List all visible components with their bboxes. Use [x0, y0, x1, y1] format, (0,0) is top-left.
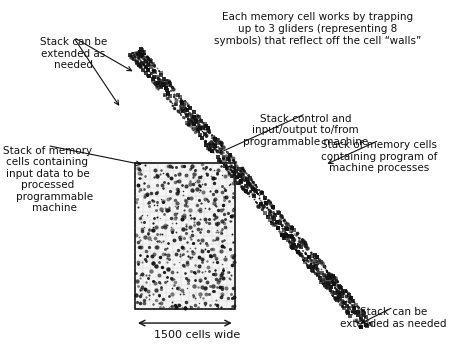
Text: Stack control and
input/output to/from
programmable machine: Stack control and input/output to/from p… — [243, 114, 368, 147]
Bar — [135, 163, 235, 309]
Text: Stack of memory cells
containing program of
machine processes: Stack of memory cells containing program… — [321, 140, 438, 174]
Text: programmable
machine: programmable machine — [16, 192, 93, 213]
Text: 1500 cells wide: 1500 cells wide — [154, 331, 240, 340]
Text: Stack can be
extended as needed: Stack can be extended as needed — [340, 307, 447, 329]
Text: Each memory cell works by trapping
up to 3 gliders (representing 8
symbols) that: Each memory cell works by trapping up to… — [214, 12, 421, 46]
Text: Stack can be
extended as
needed: Stack can be extended as needed — [40, 37, 107, 71]
Text: Stack of memory
cells containing
input data to be
processed: Stack of memory cells containing input d… — [3, 146, 92, 190]
